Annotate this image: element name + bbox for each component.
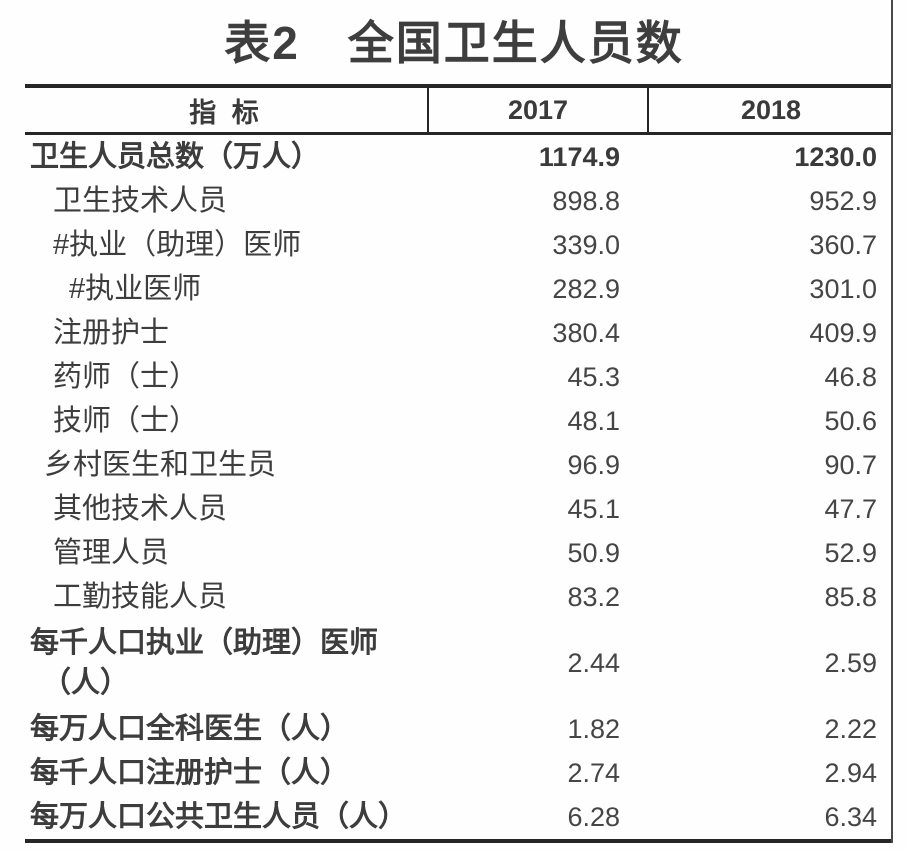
table-row: 技师（士） 48.1 50.6 (25, 399, 893, 443)
row-label-text: 其他技术人员 (53, 493, 228, 525)
row-value-2017: 898.8 (552, 185, 620, 216)
row-value-2018: 90.7 (824, 449, 877, 480)
row-label-text: 卫生人员总数（万人） (30, 141, 321, 173)
row-label: 每万人口全科医生（人） (25, 709, 427, 749)
header-2017: 2017 (427, 88, 647, 132)
row-label: 每万人口公共卫生人员（人） (25, 797, 427, 837)
row-label: 注册护士 (25, 313, 427, 353)
row-label-text: 工勤技能人员 (53, 581, 228, 613)
row-label-text: 每千人口注册护士（人） (30, 757, 350, 789)
table-row: 注册护士 380.4 409.9 (25, 311, 893, 355)
row-value-2017: 96.9 (567, 449, 620, 480)
row-label: 乡村医生和卫生员 (25, 445, 427, 485)
header-2018: 2018 (647, 88, 893, 132)
row-label-text: #执业（助理）医师 (53, 229, 302, 261)
table-row: 每万人口全科医生（人） 1.82 2.22 (25, 707, 893, 751)
health-personnel-table: 指 标 2017 2018 卫生人员总数（万人） 1174.9 1230.0 卫生技术… (25, 84, 893, 843)
row-value-2018: 50.6 (824, 405, 877, 436)
row-value-2017: 50.9 (567, 537, 620, 568)
row-value-2017: 1174.9 (538, 141, 620, 172)
table-row: #执业医师 282.9 301.0 (25, 267, 893, 311)
row-value-2018: 2.59 (824, 647, 877, 678)
row-label: #执业（助理）医师 (25, 225, 427, 265)
row-label-text: 每万人口全科医生（人） (30, 713, 350, 745)
row-value-2017: 2.74 (567, 757, 620, 788)
row-value-2018: 2.94 (824, 757, 877, 788)
row-value-2017: 6.28 (567, 801, 620, 832)
table-body: 卫生人员总数（万人） 1174.9 1230.0 卫生技术人员 898.8 952.9 #执… (25, 135, 893, 843)
table-row: 卫生人员总数（万人） 1174.9 1230.0 (25, 135, 893, 179)
row-value-2017: 339.0 (552, 229, 620, 260)
row-label: 每千人口执业（助理）医师 （人） (25, 623, 427, 703)
table-header-row: 指 标 2017 2018 (25, 84, 893, 135)
table-row: 每千人口注册护士（人） 2.74 2.94 (25, 751, 893, 795)
row-value-2017: 380.4 (552, 317, 620, 348)
row-label-text: 注册护士 (53, 317, 170, 349)
row-value-2018: 46.8 (824, 361, 877, 392)
row-value-2018: 1230.0 (794, 141, 877, 172)
row-value-2018: 6.34 (824, 801, 877, 832)
row-value-2017: 45.3 (567, 361, 620, 392)
row-value-2017: 83.2 (567, 581, 620, 612)
row-label: 药师（士） (25, 357, 427, 397)
table-row: 乡村医生和卫生员 96.9 90.7 (25, 443, 893, 487)
row-value-2018: 409.9 (809, 317, 877, 348)
header-indicator: 指 标 (189, 97, 263, 128)
row-label-text: 每万人口公共卫生人员（人） (30, 801, 408, 833)
table-row: 药师（士） 45.3 46.8 (25, 355, 893, 399)
row-label: 其他技术人员 (25, 489, 427, 529)
row-label: 每千人口注册护士（人） (25, 753, 427, 793)
row-value-2018: 2.22 (824, 713, 877, 744)
row-value-2018: 52.9 (824, 537, 877, 568)
table-row: 工勤技能人员 83.2 85.8 (25, 575, 893, 619)
table-row: #执业（助理）医师 339.0 360.7 (25, 223, 893, 267)
row-label-text-line2: （人） (42, 667, 130, 699)
row-label: #执业医师 (25, 269, 427, 309)
row-label: 管理人员 (25, 533, 427, 573)
row-label-text: 药师（士） (53, 361, 199, 393)
row-label-text: 卫生技术人员 (53, 185, 228, 217)
row-value-2017: 282.9 (552, 273, 620, 304)
row-value-2017: 2.44 (567, 647, 620, 678)
table-row: 每万人口公共卫生人员（人） 6.28 6.34 (25, 795, 893, 839)
row-label: 卫生人员总数（万人） (25, 137, 427, 177)
row-label: 卫生技术人员 (25, 181, 427, 221)
table-title: 表2 全国卫生人员数 (224, 17, 684, 69)
row-value-2018: 85.8 (824, 581, 877, 612)
row-value-2018: 47.7 (824, 493, 877, 524)
row-value-2017: 1.82 (567, 713, 620, 744)
row-label: 技师（士） (25, 401, 427, 441)
row-label-text: 乡村医生和卫生员 (44, 449, 277, 481)
row-value-2017: 48.1 (567, 405, 620, 436)
row-label-text: 每千人口执业（助理）医师 (30, 627, 379, 659)
row-label-text: #执业医师 (69, 273, 202, 305)
table-row: 每千人口执业（助理）医师 （人） 2.44 2.59 (25, 619, 893, 707)
table-row: 卫生技术人员 898.8 952.9 (25, 179, 893, 223)
page-right-border (891, 0, 893, 843)
row-label: 工勤技能人员 (25, 577, 427, 617)
row-label-text: 管理人员 (53, 537, 170, 569)
table-row: 管理人员 50.9 52.9 (25, 531, 893, 575)
row-value-2018: 952.9 (809, 185, 877, 216)
row-value-2018: 360.7 (809, 229, 877, 260)
row-label-text: 技师（士） (53, 405, 199, 437)
row-value-2017: 45.1 (567, 493, 620, 524)
row-value-2018: 301.0 (809, 273, 877, 304)
table-row: 其他技术人员 45.1 47.7 (25, 487, 893, 531)
